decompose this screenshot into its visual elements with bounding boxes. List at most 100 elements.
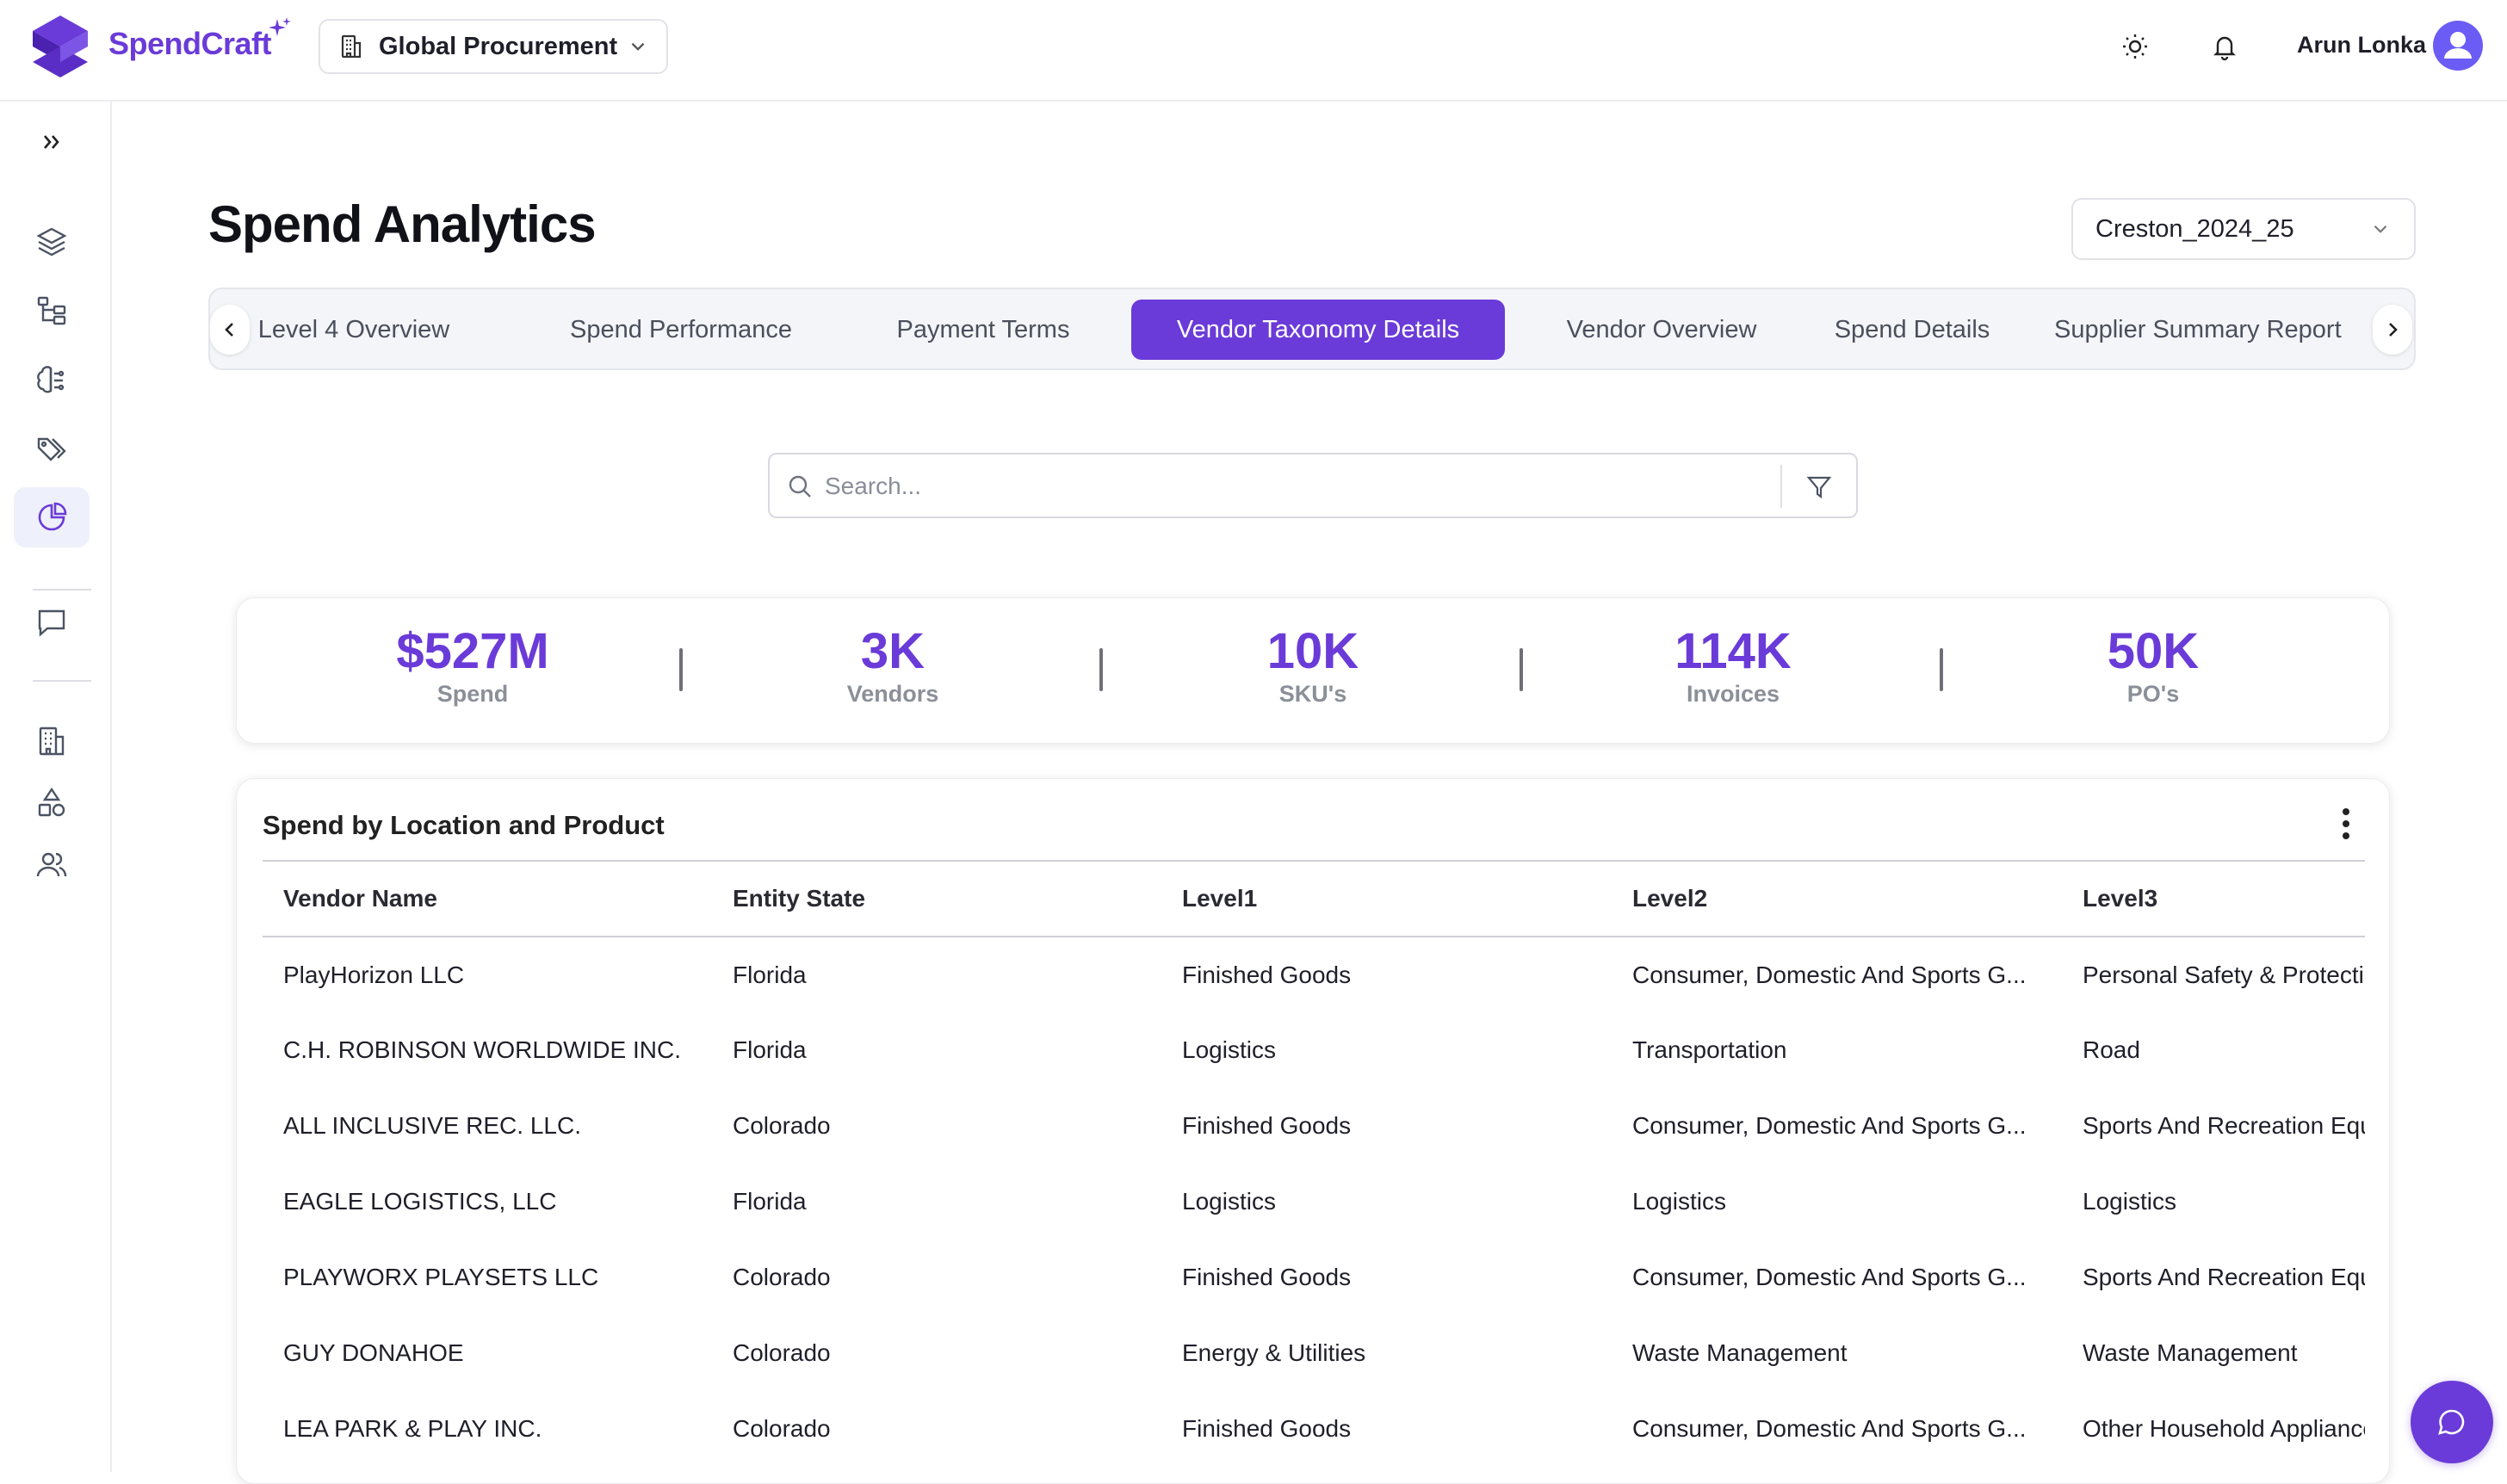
tab-spend-details[interactable]: Spend Details — [1834, 315, 1990, 343]
sidebar-item-tags[interactable] — [14, 418, 90, 479]
spendcraft-logo-icon[interactable] — [31, 14, 91, 79]
cell-level3: Logistics — [2083, 1188, 2176, 1215]
organization-selector[interactable]: Global Procurement — [319, 19, 668, 74]
chat-bubble-icon — [2438, 1409, 2465, 1435]
table-scroll-area[interactable]: Vendor Name Entity State Level1 Level2 L… — [263, 860, 2365, 1483]
sidebar-item-categories[interactable] — [14, 773, 90, 833]
kpi-label: Vendors — [846, 681, 939, 707]
sidebar — [0, 102, 112, 1472]
kpi-divider — [1099, 648, 1103, 691]
kpi-value: 3K — [860, 623, 925, 679]
user-name[interactable]: Arun Lonka — [2297, 32, 2427, 58]
brand-name: SpendCraft — [108, 26, 272, 61]
cell-vendor-name: ALL INCLUSIVE REC. LLC. — [283, 1112, 581, 1139]
kpi-value: 114K — [1674, 623, 1792, 679]
double-chevron-right-icon — [44, 135, 59, 149]
sidebar-item-messages[interactable] — [14, 592, 90, 652]
cell-vendor-name: LEA PARK & PLAY INC. — [283, 1415, 542, 1442]
cell-entity-state: Colorado — [733, 1264, 831, 1290]
sidebar-expand-button[interactable] — [14, 112, 90, 172]
report-tabs: Level 4 Overview Spend Performance Payme… — [208, 288, 2416, 370]
column-header-entity-state[interactable]: Entity State — [733, 885, 866, 912]
tab-payment-terms[interactable]: Payment Terms — [896, 315, 1070, 343]
column-header-level2[interactable]: Level2 — [1632, 885, 1708, 912]
chat-button[interactable] — [2411, 1381, 2493, 1463]
sidebar-item-organizations[interactable] — [14, 711, 90, 771]
kpi-invoices: 114K Invoices — [1604, 624, 1862, 708]
sidebar-item-layers[interactable] — [14, 212, 90, 272]
tab-level-4-overview[interactable]: Level 4 Overview — [257, 315, 450, 343]
building-icon — [39, 727, 65, 756]
cell-vendor-name: C.H. ROBINSON WORLDWIDE INC. — [283, 1036, 682, 1063]
pie-chart-icon — [38, 502, 67, 531]
cell-level3: Personal Safety & Protection — [2083, 961, 2365, 988]
cell-entity-state: Florida — [733, 1188, 807, 1215]
cell-level1: Finished Goods — [1182, 1112, 1352, 1139]
sidebar-item-intelligence[interactable] — [14, 349, 90, 410]
chevron-down-icon — [631, 42, 645, 51]
table-row[interactable]: EAGLE LOGISTICS, LLC Florida Logistics L… — [263, 1164, 2365, 1240]
tab-supplier-summary-report[interactable]: Supplier Summary Report — [2054, 315, 2342, 343]
cell-level2: Waste Management — [1632, 1339, 1848, 1366]
cell-level1: Finished Goods — [1182, 961, 1352, 988]
tabs-scroll-right-button[interactable] — [2373, 305, 2412, 355]
spend-table: Vendor Name Entity State Level1 Level2 L… — [263, 860, 2365, 1467]
shapes-icon — [38, 787, 65, 817]
tab-vendor-taxonomy-details[interactable]: Vendor Taxonomy Details — [1131, 300, 1505, 360]
cell-level1: Logistics — [1182, 1188, 1276, 1215]
table-row[interactable]: C.H. ROBINSON WORLDWIDE INC. Florida Log… — [263, 1012, 2365, 1088]
kpi-spend: $527M Spend — [344, 624, 602, 708]
kpi-summary-card: $527M Spend 3K Vendors 10K SKU's 114K In… — [236, 597, 2390, 744]
cell-level2: Consumer, Domestic And Sports G... — [1632, 1264, 2027, 1290]
theme-toggle-sun-icon[interactable] — [2118, 29, 2152, 64]
chevron-down-icon — [2374, 225, 2387, 233]
sidebar-item-spend-analytics[interactable] — [14, 487, 90, 547]
cell-level2: Consumer, Domestic And Sports G... — [1632, 961, 2027, 988]
cell-entity-state: Florida — [733, 961, 807, 988]
sidebar-item-hierarchy[interactable] — [14, 281, 90, 341]
user-avatar[interactable] — [2433, 21, 2483, 71]
kpi-value: 50K — [2107, 623, 2200, 679]
top-header: SpendCraft Global Procurement Arun Lonka — [0, 0, 2507, 102]
cell-vendor-name: PlayHorizon LLC — [283, 961, 465, 988]
period-selector[interactable]: Creston_2024_25 — [2071, 198, 2416, 260]
table-row[interactable]: GUY DONAHOE Colorado Energy & Utilities … — [263, 1315, 2365, 1391]
brain-icon — [37, 366, 65, 393]
tabs-scroll-left-button[interactable] — [210, 305, 250, 355]
table-header-row: Vendor Name Entity State Level1 Level2 L… — [263, 861, 2365, 937]
column-header-level3[interactable]: Level3 — [2083, 885, 2158, 912]
spend-table-card: Spend by Location and Product Vendor Nam… — [236, 778, 2390, 1484]
sidebar-item-users[interactable] — [14, 835, 90, 895]
sidebar-divider — [33, 589, 91, 591]
user-avatar-icon — [2444, 32, 2472, 59]
cell-level3: Other Household Appliances — [2083, 1415, 2365, 1442]
kpi-divider — [1940, 648, 1943, 691]
hierarchy-icon — [37, 296, 66, 325]
kpi-divider — [679, 648, 683, 691]
cell-entity-state: Florida — [733, 1036, 807, 1063]
cell-vendor-name: PLAYWORX PLAYSETS LLC — [283, 1264, 599, 1290]
page-title: Spend Analytics — [208, 195, 597, 253]
table-row[interactable]: PlayHorizon LLC Florida Finished Goods C… — [263, 937, 2365, 1012]
kpi-label: SKU's — [1278, 681, 1347, 707]
message-icon — [38, 609, 65, 637]
table-row[interactable]: LEA PARK & PLAY INC. Colorado Finished G… — [263, 1391, 2365, 1467]
tab-spend-performance[interactable]: Spend Performance — [570, 315, 792, 343]
table-row[interactable]: ALL INCLUSIVE REC. LLC. Colorado Finishe… — [263, 1088, 2365, 1164]
table-row[interactable]: PLAYWORX PLAYSETS LLC Colorado Finished … — [263, 1240, 2365, 1315]
column-header-level1[interactable]: Level1 — [1182, 885, 1258, 912]
search-divider — [1780, 465, 1782, 508]
kpi-vendors: 3K Vendors — [764, 624, 1022, 708]
bell-icon[interactable] — [2207, 29, 2242, 64]
cell-vendor-name: GUY DONAHOE — [283, 1339, 464, 1366]
cell-entity-state: Colorado — [733, 1112, 831, 1139]
tab-vendor-overview[interactable]: Vendor Overview — [1566, 315, 1757, 343]
kpi-label: Invoices — [1686, 681, 1780, 707]
more-options-icon[interactable] — [2341, 805, 2351, 843]
cell-vendor-name: EAGLE LOGISTICS, LLC — [283, 1188, 557, 1215]
column-header-vendor-name[interactable]: Vendor Name — [283, 885, 437, 912]
kpi-divider — [1520, 648, 1523, 691]
cell-level2: Transportation — [1632, 1036, 1787, 1063]
filter-icon[interactable] — [1805, 473, 1833, 501]
search-input[interactable] — [825, 467, 1755, 506]
